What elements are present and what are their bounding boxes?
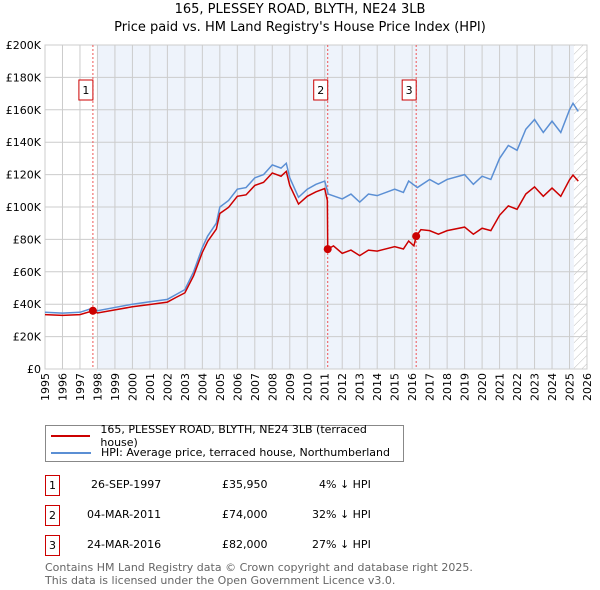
x-tick-label: 2015 [389, 373, 402, 401]
y-tick-label: £160K [6, 104, 42, 117]
x-tick-label: 2011 [319, 373, 332, 401]
sale-badge: 3 [45, 535, 60, 556]
x-tick-label: 2008 [266, 373, 279, 401]
legend-item-price-paid: 165, PLESSEY ROAD, BLYTH, NE24 3LB (terr… [46, 423, 403, 449]
footer-line-1: Contains HM Land Registry data © Crown c… [45, 561, 473, 574]
x-tick-label: 1998 [91, 373, 104, 401]
y-tick-label: £120K [6, 169, 42, 182]
x-tick-label: 1996 [56, 373, 69, 401]
x-tick-label: 2002 [161, 373, 174, 401]
table-row: 2 04-MAR-2011 £74,000 32% ↓ HPI [45, 505, 465, 526]
chart-title: 165, PLESSEY ROAD, BLYTH, NE24 3LB [174, 2, 426, 17]
legend-label: HPI: Average price, terraced house, Nort… [101, 446, 390, 459]
sale-hpi: 27% ↓ HPI [312, 538, 371, 551]
sale-label-box [78, 79, 94, 101]
plot-frame [44, 44, 588, 370]
x-tick-label: 1995 [39, 373, 52, 401]
chart-plot: 1995 1996 1997 1998 1999 2000 2001 2002 2003 2004… [6, 39, 594, 401]
x-tick-label: 2014 [371, 373, 384, 401]
x-tick-label: 2025 [564, 373, 577, 401]
sale-badge: 1 [45, 475, 60, 496]
sale-point [323, 245, 332, 254]
x-tick-label: 2007 [249, 373, 262, 401]
sale-point [88, 306, 97, 315]
sale-label: 3 [406, 84, 413, 97]
sale-hpi: 4% ↓ HPI [319, 478, 371, 491]
y-tick-label: £140K [6, 136, 42, 149]
chart-subtitle: Price paid vs. HM Land Registry's House … [114, 20, 486, 35]
sale-price: £35,950 [222, 478, 268, 491]
x-tick-label: 2020 [476, 373, 489, 401]
x-tick-label: 2009 [284, 373, 297, 401]
legend-swatch-red [51, 434, 91, 437]
sale-label-box [313, 79, 329, 101]
sale-label: 1 [82, 84, 89, 97]
x-tick-label: 2012 [336, 373, 349, 401]
hpi-line [44, 101, 579, 314]
sale-date: 26-SEP-1997 [91, 478, 162, 491]
x-tick-label: 2018 [441, 373, 454, 401]
sale-price: £74,000 [222, 508, 268, 521]
table-row: 1 26-SEP-1997 £35,950 4% ↓ HPI [45, 475, 465, 496]
x-tick-label: 2019 [459, 373, 472, 401]
sale-label: 2 [317, 84, 324, 97]
x-tick-label: 2006 [231, 373, 244, 401]
x-tick-label: 2013 [354, 373, 367, 401]
sale-label-box [401, 79, 417, 101]
x-tick-label: 2001 [144, 373, 157, 401]
x-tick-label: 2023 [529, 373, 542, 401]
x-tick-label: 2024 [546, 373, 559, 401]
x-tick-label: 2016 [406, 373, 419, 401]
y-tick-label: £40K [13, 298, 42, 311]
sale-date: 24-MAR-2016 [87, 538, 162, 551]
x-tick-label: 2021 [494, 373, 507, 401]
x-tick-label: 2004 [196, 373, 209, 401]
x-tick-label: 2003 [179, 373, 192, 401]
legend-swatch-blue [51, 451, 91, 454]
y-tick-label: £0 [27, 363, 41, 376]
footer: Contains HM Land Registry data © Crown c… [45, 561, 473, 587]
y-tick-label: £80K [13, 233, 42, 246]
x-tick-label: 2000 [126, 373, 139, 401]
table-row: 3 24-MAR-2016 £82,000 27% ↓ HPI [45, 535, 465, 556]
legend-label: 165, PLESSEY ROAD, BLYTH, NE24 3LB (terr… [100, 422, 367, 449]
x-tick-label: 1997 [74, 373, 87, 401]
y-tick-label: £200K [6, 39, 42, 52]
sale-price: £82,000 [222, 538, 268, 551]
x-tick-label: 2022 [511, 373, 524, 401]
legend: 165, PLESSEY ROAD, BLYTH, NE24 3LB (terr… [45, 423, 404, 462]
y-tick-label: £100K [6, 201, 42, 214]
y-tick-label: £60K [13, 266, 42, 279]
x-tick-label: 2026 [581, 373, 594, 401]
legend-item-hpi: HPI: Average price, terraced house, Nort… [46, 444, 390, 461]
x-tick-label: 2005 [214, 373, 227, 401]
footer-line-2: This data is licensed under the Open Gov… [45, 574, 396, 587]
sale-point [412, 232, 421, 241]
sale-date: 04-MAR-2011 [87, 508, 162, 521]
y-tick-label: £180K [6, 71, 42, 84]
y-tick-label: £20K [13, 331, 42, 344]
x-tick-label: 2017 [424, 373, 437, 401]
x-tick-label: 1999 [109, 373, 122, 401]
sale-hpi: 32% ↓ HPI [312, 508, 371, 521]
sale-badge: 2 [45, 505, 60, 526]
x-tick-label: 2010 [301, 373, 314, 401]
